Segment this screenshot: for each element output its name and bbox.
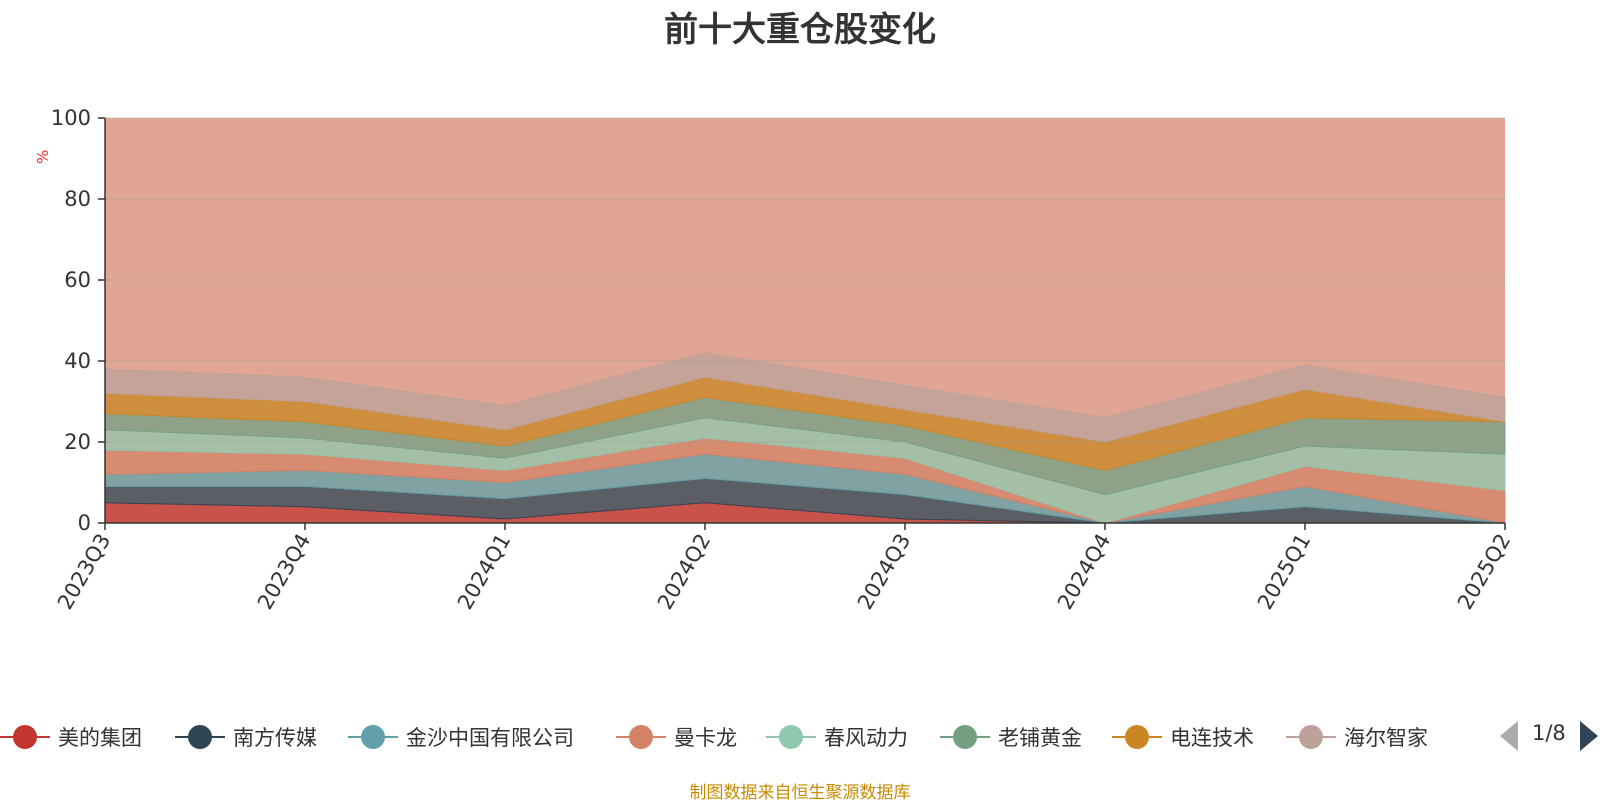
triangle-left-icon[interactable] bbox=[1500, 721, 1518, 751]
legend-label: 南方传媒 bbox=[233, 726, 317, 750]
triangle-right-icon[interactable] bbox=[1580, 721, 1598, 751]
data-source-note: 制图数据来自恒生聚源数据库 bbox=[689, 783, 911, 803]
legend-label: 金沙中国有限公司 bbox=[406, 726, 574, 750]
x-tick-label: 2024Q3 bbox=[853, 530, 915, 614]
x-tick-label: 2023Q4 bbox=[253, 530, 315, 614]
x-tick-label: 2024Q4 bbox=[1053, 530, 1115, 614]
legend-item[interactable]: 电连技术 bbox=[1112, 720, 1254, 754]
legend-marker-icon bbox=[0, 720, 50, 754]
legend-label: 春风动力 bbox=[824, 726, 908, 750]
legend-label: 老铺黄金 bbox=[998, 726, 1082, 750]
legend-marker-icon bbox=[1112, 720, 1162, 754]
legend-marker-icon bbox=[175, 720, 225, 754]
legend-marker-icon bbox=[1286, 720, 1336, 754]
legend-pager: 1/8 bbox=[1500, 718, 1600, 754]
legend-label: 海尔智家 bbox=[1344, 726, 1428, 750]
x-tick-label: 2023Q3 bbox=[53, 530, 115, 614]
y-tick-label: 40 bbox=[64, 349, 91, 373]
legend-item[interactable]: 美的集团 bbox=[0, 720, 142, 754]
y-tick-label: 80 bbox=[64, 187, 91, 211]
legend-item[interactable]: 海尔智家 bbox=[1286, 720, 1428, 754]
legend-label: 电连技术 bbox=[1170, 726, 1254, 750]
gridlines bbox=[105, 117, 1505, 443]
chart-title: 前十大重仓股变化 bbox=[664, 10, 936, 50]
legend-item[interactable]: 金沙中国有限公司 bbox=[348, 720, 574, 754]
x-tick-label: 2024Q2 bbox=[653, 530, 715, 614]
y-tick-label: 100 bbox=[51, 106, 91, 130]
y-axis-unit: % bbox=[34, 150, 52, 164]
legend-page-indicator: 1/8 bbox=[1532, 721, 1566, 745]
x-tick-label: 2025Q1 bbox=[1253, 530, 1315, 614]
legend-marker-icon bbox=[940, 720, 990, 754]
x-tick-label: 2025Q2 bbox=[1453, 530, 1515, 614]
legend: 美的集团 南方传媒 金沙中国有限公司 曼卡龙 春风动力 老铺黄金 电连技术 海尔智家 bbox=[0, 720, 1600, 754]
legend-item[interactable]: 春风动力 bbox=[766, 720, 908, 754]
legend-item[interactable]: 老铺黄金 bbox=[940, 720, 1082, 754]
legend-marker-icon bbox=[766, 720, 816, 754]
area-series-8 bbox=[104, 352, 1506, 443]
x-tick-label: 2024Q1 bbox=[453, 530, 515, 614]
legend-item[interactable]: 南方传媒 bbox=[175, 720, 317, 754]
y-tick-label: 20 bbox=[64, 430, 91, 454]
stacked-areas bbox=[104, 352, 1506, 524]
y-tick-label: 0 bbox=[78, 511, 91, 535]
legend-marker-icon bbox=[348, 720, 398, 754]
legend-marker-icon bbox=[616, 720, 666, 754]
legend-item[interactable]: 曼卡龙 bbox=[616, 720, 737, 754]
y-tick-label: 60 bbox=[64, 268, 91, 292]
chart-canvas: 0 20 40 60 80 100 2023Q3 2023Q4 2024Q1 2024Q2 2024… bbox=[34, 106, 1515, 614]
legend-label: 曼卡龙 bbox=[674, 726, 737, 750]
legend-label: 美的集团 bbox=[58, 726, 142, 750]
